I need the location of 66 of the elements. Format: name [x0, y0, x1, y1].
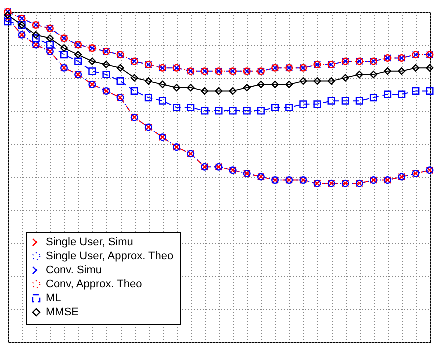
- point: [300, 100, 308, 108]
- point: [342, 97, 350, 105]
- point: [356, 97, 364, 105]
- legend-label: ML: [46, 292, 62, 304]
- point: [229, 87, 237, 95]
- point: [426, 64, 434, 72]
- point: [356, 70, 364, 78]
- legend-label: Single User, Simu: [46, 236, 134, 248]
- point: [46, 34, 54, 42]
- point: [370, 94, 378, 102]
- point: [342, 74, 350, 82]
- point: [88, 58, 96, 66]
- point: [384, 90, 392, 98]
- point: [328, 78, 336, 86]
- legend-label: MMSE: [46, 306, 79, 318]
- point: [144, 78, 152, 86]
- point: [398, 68, 406, 76]
- point: [384, 68, 392, 76]
- point: [412, 87, 420, 95]
- point: [46, 41, 54, 49]
- point: [32, 34, 40, 42]
- point: [4, 12, 12, 20]
- point: [187, 104, 195, 112]
- point: [60, 44, 68, 52]
- point: [272, 104, 280, 112]
- point: [398, 90, 406, 98]
- point: [201, 87, 209, 95]
- point: [102, 70, 110, 78]
- legend-label: Conv. Simu: [46, 264, 102, 276]
- point: [187, 84, 195, 92]
- point: [370, 70, 378, 78]
- point: [74, 58, 82, 66]
- point: [243, 107, 251, 115]
- point: [173, 84, 181, 92]
- point: [88, 68, 96, 76]
- point: [144, 94, 152, 102]
- point: [257, 107, 265, 115]
- point: [300, 78, 308, 86]
- point: [74, 51, 82, 59]
- point: [412, 64, 420, 72]
- point: [215, 87, 223, 95]
- point: [130, 74, 138, 82]
- legend-label: Conv, Approx. Theo: [46, 278, 142, 290]
- point: [130, 87, 138, 95]
- point: [116, 78, 124, 86]
- point: [243, 84, 251, 92]
- point: [116, 64, 124, 72]
- point: [60, 51, 68, 59]
- point: [272, 80, 280, 88]
- point: [257, 80, 265, 88]
- point: [201, 107, 209, 115]
- point: [286, 104, 294, 112]
- point: [158, 80, 166, 88]
- point: [215, 107, 223, 115]
- point: [229, 107, 237, 115]
- legend-label: Single User, Approx. Theo: [46, 250, 174, 262]
- point: [314, 78, 322, 86]
- point: [158, 97, 166, 105]
- point: [173, 104, 181, 112]
- point: [32, 31, 40, 39]
- point: [4, 18, 12, 26]
- point: [328, 97, 336, 105]
- point: [102, 61, 110, 69]
- point: [426, 87, 434, 95]
- point: [314, 100, 322, 108]
- point: [286, 80, 294, 88]
